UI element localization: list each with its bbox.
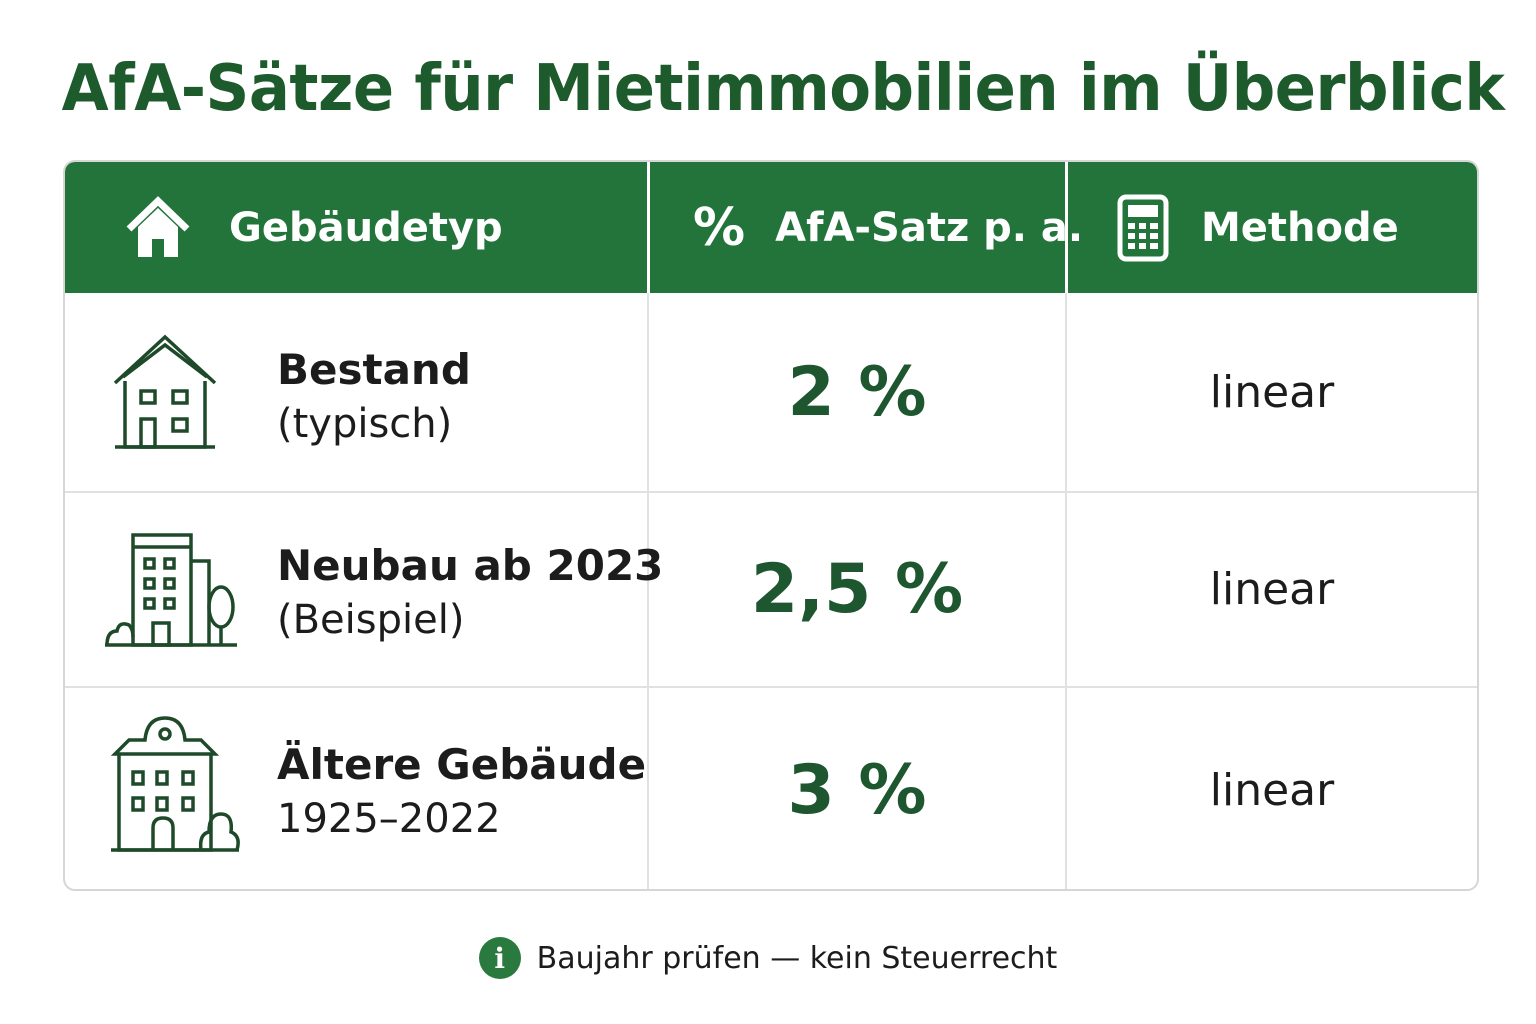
- header-divider: [1065, 162, 1068, 293]
- column-divider: [1065, 293, 1067, 889]
- afa-table: Gebäudetyp % AfA-Satz p. a.: [63, 160, 1479, 891]
- type-text: Bestand (typisch): [277, 343, 471, 451]
- calculator-icon: [1117, 194, 1169, 262]
- method-value: linear: [1209, 765, 1335, 816]
- type-title: Bestand: [277, 345, 471, 394]
- type-subtitle: 1925–2022: [277, 796, 501, 842]
- page-title: AfA-Sätze für Mietimmobilien im Überblic…: [61, 52, 1505, 126]
- header-methode: Methode: [1117, 162, 1399, 293]
- rate-value: 2 %: [787, 352, 927, 432]
- header-label: Gebäudetyp: [229, 204, 503, 251]
- type-cell: Ältere Gebäude 1925–2022: [65, 688, 647, 889]
- table-row: Ältere Gebäude 1925–2022 3 % linear: [65, 688, 1477, 889]
- header-label: AfA-Satz p. a.: [775, 204, 1084, 251]
- house-icon: [123, 193, 193, 263]
- type-title: Ältere Gebäude: [277, 740, 647, 789]
- type-subtitle: (typisch): [277, 401, 453, 447]
- house-outline-icon: [113, 333, 217, 457]
- table-header: Gebäudetyp % AfA-Satz p. a.: [65, 162, 1477, 293]
- column-divider: [647, 293, 649, 889]
- table-row: Bestand (typisch) 2 % linear: [65, 293, 1477, 491]
- row-divider: [65, 491, 1477, 493]
- header-gebaeudetyp: Gebäudetyp: [123, 162, 503, 293]
- header-divider: [647, 162, 650, 293]
- method-value: linear: [1209, 366, 1335, 418]
- type-subtitle: (Beispiel): [277, 597, 465, 643]
- footer-text: Baujahr prüfen — kein Steuerrecht: [536, 940, 1058, 976]
- header-label: Methode: [1201, 204, 1399, 251]
- apartment-building-icon: [103, 531, 239, 655]
- row-divider: [65, 686, 1477, 688]
- footer-note: i Baujahr prüfen — kein Steuerrecht: [0, 930, 1536, 986]
- rate-value: 3 %: [787, 751, 927, 830]
- type-cell: Neubau ab 2023 (Beispiel): [65, 493, 663, 686]
- old-building-icon: [109, 714, 241, 858]
- type-text: Neubau ab 2023 (Beispiel): [277, 539, 663, 647]
- type-text: Ältere Gebäude 1925–2022: [277, 738, 646, 846]
- percent-icon: %: [693, 197, 746, 258]
- method-value: linear: [1209, 564, 1335, 615]
- type-title: Neubau ab 2023: [277, 541, 664, 590]
- type-cell: Bestand (typisch): [65, 293, 647, 491]
- info-icon: i: [478, 937, 521, 979]
- table-row: Neubau ab 2023 (Beispiel) 2,5 % linear: [65, 493, 1477, 686]
- rate-value: 2,5 %: [750, 550, 964, 629]
- header-afa-satz: % AfA-Satz p. a.: [693, 162, 1083, 293]
